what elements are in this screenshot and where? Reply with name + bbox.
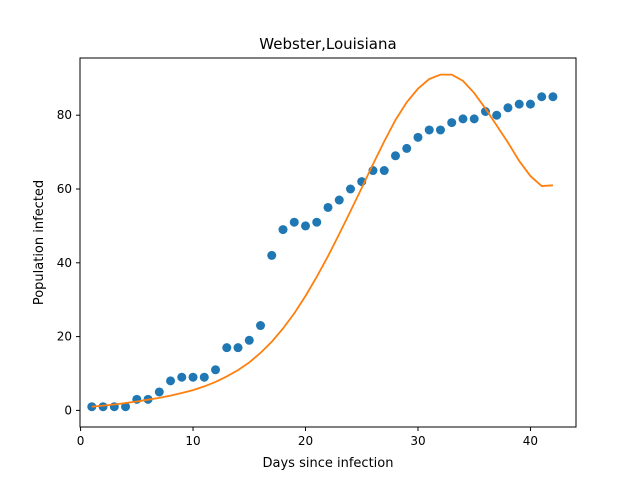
data-point [402, 143, 412, 153]
y-tick-label: 20 [57, 330, 72, 344]
data-point [503, 103, 513, 113]
data-point [98, 402, 108, 412]
y-tick-label: 80 [57, 108, 72, 122]
data-point [188, 372, 198, 382]
plot-frame [79, 57, 577, 428]
y-tick-label: 40 [57, 256, 72, 270]
x-axis: 0 10 20 30 40 [77, 427, 538, 448]
data-point [492, 110, 502, 120]
data-point [469, 114, 479, 124]
data-point [121, 402, 131, 412]
data-point [548, 92, 558, 102]
data-point [323, 202, 333, 212]
data-point [312, 217, 322, 227]
data-point [447, 118, 457, 128]
y-tick-label: 60 [57, 182, 72, 196]
y-tick-label: 0 [64, 403, 72, 417]
x-tick-label: 10 [185, 434, 200, 448]
data-point [278, 225, 288, 235]
data-point [177, 372, 187, 382]
data-point [435, 125, 445, 135]
data-point [390, 151, 400, 161]
data-point [334, 195, 344, 205]
x-tick-label: 40 [523, 434, 538, 448]
chart-title: Webster,Louisiana [259, 35, 396, 53]
data-point [233, 343, 243, 353]
data-point [244, 335, 254, 345]
plot-marks [87, 73, 558, 412]
x-tick-label: 0 [77, 434, 85, 448]
data-point [166, 376, 176, 386]
data-point [301, 221, 311, 231]
data-point [525, 99, 535, 109]
data-point [199, 372, 209, 382]
data-point [154, 387, 164, 397]
y-axis-label: Population infected [32, 180, 47, 305]
data-point [345, 184, 355, 194]
x-tick-label: 20 [298, 434, 313, 448]
data-point [379, 166, 389, 176]
data-point [256, 321, 266, 331]
fit-line [91, 73, 553, 408]
data-point [480, 107, 490, 116]
x-tick-label: 30 [410, 434, 425, 448]
data-point [458, 114, 468, 124]
data-point [537, 92, 547, 102]
data-point [424, 125, 434, 135]
y-axis: 0 20 40 60 80 [57, 108, 80, 417]
data-point [413, 132, 423, 142]
data-point [267, 250, 277, 260]
data-point [289, 217, 299, 227]
data-point [211, 365, 221, 375]
data-point [222, 343, 232, 353]
x-axis-label: Days since infection [263, 456, 394, 471]
data-point [514, 99, 524, 109]
